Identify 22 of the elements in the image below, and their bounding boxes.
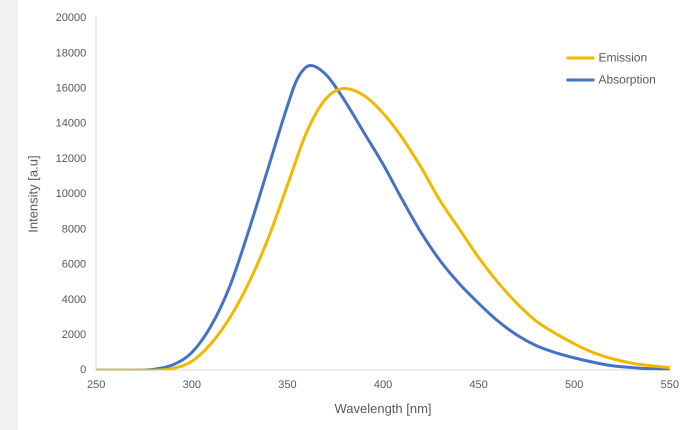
y-tick-label: 12000 [56,152,86,165]
y-axis-title: Intensity [a.u] [25,155,40,233]
x-tick-label: 350 [278,378,297,391]
y-tick-label: 0 [80,364,86,376]
y-tick-label: 10000 [56,188,86,200]
y-tick-label: 14000 [56,118,86,130]
y-tick-label: 16000 [56,82,86,94]
y-tick-label: 20000 [56,12,86,24]
x-tick-label: 550 [660,378,680,391]
x-tick-label: 250 [87,378,106,391]
x-tick-label: 400 [374,378,392,391]
legend-label: Absorption [598,72,656,86]
legend-label: Emission [598,50,648,64]
y-tick-label: 8000 [62,223,86,236]
x-tick-label: 500 [565,378,584,391]
y-tick-label: 4000 [62,294,86,306]
x-tick-label: 300 [182,378,201,391]
x-tick-label: 450 [469,378,488,391]
y-tick-label: 18000 [56,47,86,60]
y-tick-label: 2000 [62,329,86,342]
x-axis-title: Wavelength [nm] [334,400,432,416]
y-tick-label: 6000 [62,258,86,271]
